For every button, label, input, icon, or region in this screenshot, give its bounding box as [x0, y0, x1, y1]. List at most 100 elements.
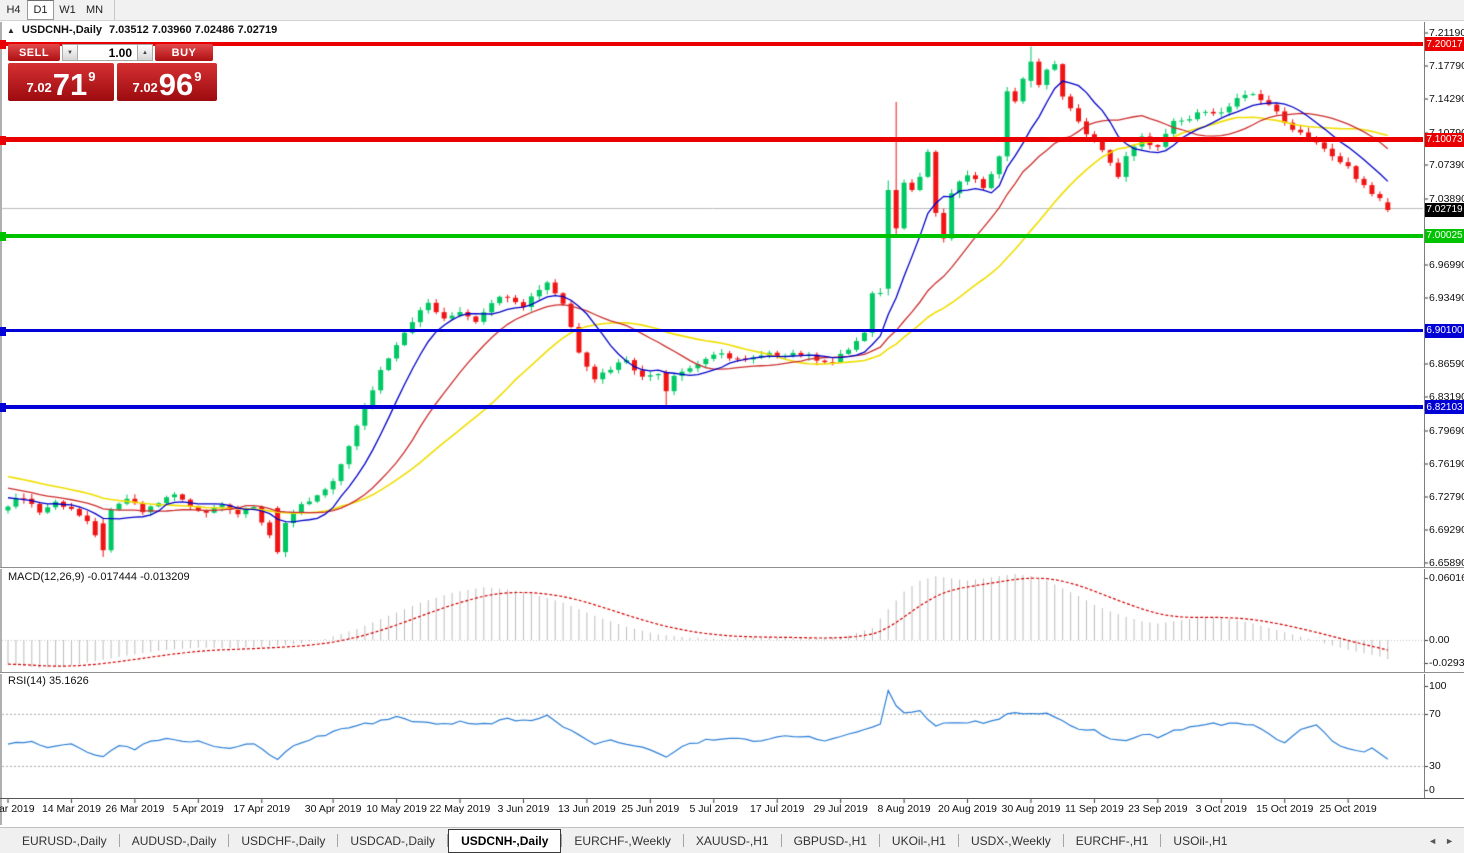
timeframe-button-d1[interactable]: D1	[27, 0, 54, 20]
rsi-axis-label: 100	[1429, 680, 1447, 692]
tabs-scroll-right-icon[interactable]: ►	[1445, 835, 1454, 846]
one-click-panel-toggle-icon[interactable]: ▲	[7, 25, 15, 35]
price-tick-label: 6.76190	[1429, 458, 1464, 471]
current-price-marker: 7.02719	[1425, 202, 1464, 217]
chart-tab-ukoil[interactable]: UKOil-,H1	[891, 833, 946, 848]
level-left-edge-marker	[0, 403, 6, 413]
chart-canvas[interactable]	[0, 22, 1464, 825]
timeframe-button-h4[interactable]: H4	[6, 4, 21, 16]
chart-tab-usdcad[interactable]: USDCAD-,Daily	[350, 833, 436, 848]
horizontal-level-line-6.82103[interactable]	[2, 405, 1423, 410]
price-macd-pane-divider[interactable]	[0, 567, 1464, 569]
price-axis-separator	[1424, 22, 1425, 799]
horizontal-level-line-7.10073[interactable]	[2, 137, 1423, 142]
macd-axis-label: 0.060161	[1429, 572, 1464, 584]
tabs-scroll-left-icon[interactable]: ◄	[1428, 835, 1438, 846]
volume-input[interactable]	[78, 44, 137, 61]
date-label: 11 Sep 2019	[1065, 803, 1124, 815]
timeframe-button-mn[interactable]: MN	[85, 4, 104, 16]
macd-axis-label: 0.00	[1429, 634, 1450, 646]
date-label: 30 Apr 2019	[304, 803, 362, 815]
chart-tab-usoil[interactable]: USOil-,H1	[1173, 833, 1228, 848]
tab-separator	[561, 834, 563, 847]
timeframe-button-w1[interactable]: W1	[59, 4, 76, 16]
chart-tab-eurusd[interactable]: EURUSD-,Daily	[22, 833, 107, 848]
date-label: 15 Oct 2019	[1256, 803, 1314, 815]
horizontal-level-line-6.90100[interactable]	[2, 329, 1423, 333]
level-price-marker: 7.00025	[1425, 228, 1464, 243]
chart-tab-usdchf[interactable]: USDCHF-,Daily	[241, 833, 326, 848]
horizontal-level-line-7.20017[interactable]	[2, 42, 1423, 47]
window-left-border	[0, 22, 2, 825]
price-tick-label: 6.79690	[1429, 424, 1464, 437]
date-label: 8 Aug 2019	[877, 803, 931, 815]
level-left-edge-marker	[0, 135, 6, 145]
chart-tab-eurchf[interactable]: EURCHF-,Weekly	[574, 833, 671, 848]
level-price-marker: 7.20017	[1425, 37, 1464, 52]
tab-separator	[1160, 834, 1162, 847]
date-label: 3 Jun 2019	[497, 803, 550, 815]
price-tick-label: 7.03890	[1429, 192, 1464, 205]
chart-tab-bar: EURUSD-,Daily AUDUSD-,Daily USDCHF-,Daily U…	[0, 827, 1464, 853]
level-price-marker: 6.82103	[1425, 400, 1464, 415]
level-price-marker: 6.90100	[1425, 323, 1464, 338]
chart-tab-audusd[interactable]: AUDUSD-,Daily	[131, 833, 217, 848]
price-tick-label: 7.14290	[1429, 93, 1464, 106]
buy-button[interactable]: BUY	[155, 44, 213, 61]
volume-decrease-button[interactable]: ▼	[62, 44, 78, 61]
date-label: 17 Jul 2019	[750, 803, 805, 815]
macd-label-row: MACD(12,26,9) -0.017444 -0.013209	[8, 571, 190, 583]
price-tick-label: 7.17790	[1429, 59, 1464, 72]
date-label: 10 May 2019	[366, 803, 427, 815]
date-label: 25 Jun 2019	[621, 803, 680, 815]
sell-price-big: 71	[52, 67, 88, 102]
tab-separator	[878, 834, 880, 847]
price-tick-label: 6.72790	[1429, 490, 1464, 503]
price-tick-label: 6.96990	[1429, 258, 1464, 271]
date-label: 26 Mar 2019	[105, 803, 165, 815]
chart-ohlc-values: 7.03512 7.03960 7.02486 7.02719	[109, 24, 278, 36]
date-label: 3 Oct 2019	[1195, 803, 1247, 815]
sell-price-box[interactable]: 7.02 71 9	[8, 63, 114, 101]
tab-separator	[118, 834, 120, 847]
date-label: 4 Mar 2019	[0, 803, 35, 815]
macd-values: -0.017444 -0.013209	[87, 571, 190, 583]
date-label: 25 Oct 2019	[1319, 803, 1377, 815]
one-click-trading-panel: SELL ▼ ▲ BUY 7.02 71 9 7.02 96 9	[8, 44, 217, 101]
price-tick-label: 6.93490	[1429, 292, 1464, 305]
buy-price-sup: 9	[194, 69, 202, 84]
price-tick-label: 6.69290	[1429, 524, 1464, 537]
buy-price-box[interactable]: 7.02 96 9	[117, 63, 217, 101]
rsi-axis-label: 70	[1429, 708, 1441, 720]
macd-rsi-pane-divider[interactable]	[0, 672, 1464, 674]
rsi-label-row: RSI(14) 35.1626	[8, 675, 89, 687]
chart-tab-usdx[interactable]: USDX-,Weekly	[970, 833, 1051, 848]
date-label: 20 Aug 2019	[938, 803, 998, 815]
volume-increase-button[interactable]: ▲	[137, 44, 153, 61]
price-tick-label: 6.86590	[1429, 358, 1464, 371]
date-label: 5 Apr 2019	[172, 803, 224, 815]
buy-price-small: 7.02	[132, 80, 158, 95]
rsi-axis-label: 30	[1429, 760, 1441, 772]
price-tick-label: 6.83190	[1429, 391, 1464, 404]
price-tick-label: 7.21190	[1429, 27, 1464, 39]
horizontal-level-line-7.00025[interactable]	[2, 233, 1423, 238]
toolbar-separator	[114, 0, 115, 20]
chart-symbol-label: USDCNH-,Daily	[21, 24, 102, 36]
level-left-edge-marker	[0, 326, 6, 336]
sell-button[interactable]: SELL	[8, 44, 60, 61]
sell-price-sup: 9	[88, 69, 96, 84]
chart-tab-gbpusd[interactable]: GBPUSD-,H1	[793, 833, 867, 848]
chart-title-bar: ▲ USDCNH-,Daily 7.03512 7.03960 7.02486 …	[7, 24, 277, 36]
level-left-edge-marker	[0, 231, 6, 241]
sell-price-small: 7.02	[26, 80, 52, 95]
rsi-axis-label: 0	[1429, 784, 1435, 796]
date-label: 13 Jun 2019	[557, 803, 616, 815]
date-label: 22 May 2019	[429, 803, 491, 815]
chart-tab-usdcnh[interactable]: USDCNH-,Daily	[448, 828, 562, 853]
chart-window: ▲ USDCNH-,Daily 7.03512 7.03960 7.02486 …	[0, 22, 1464, 825]
chart-tab-xauusd[interactable]: XAUUSD-,H1	[695, 833, 769, 848]
tab-separator	[1062, 834, 1064, 847]
chart-tab-eurchf[interactable]: EURCHF-,H1	[1075, 833, 1149, 848]
time-axis-line	[0, 798, 1464, 799]
